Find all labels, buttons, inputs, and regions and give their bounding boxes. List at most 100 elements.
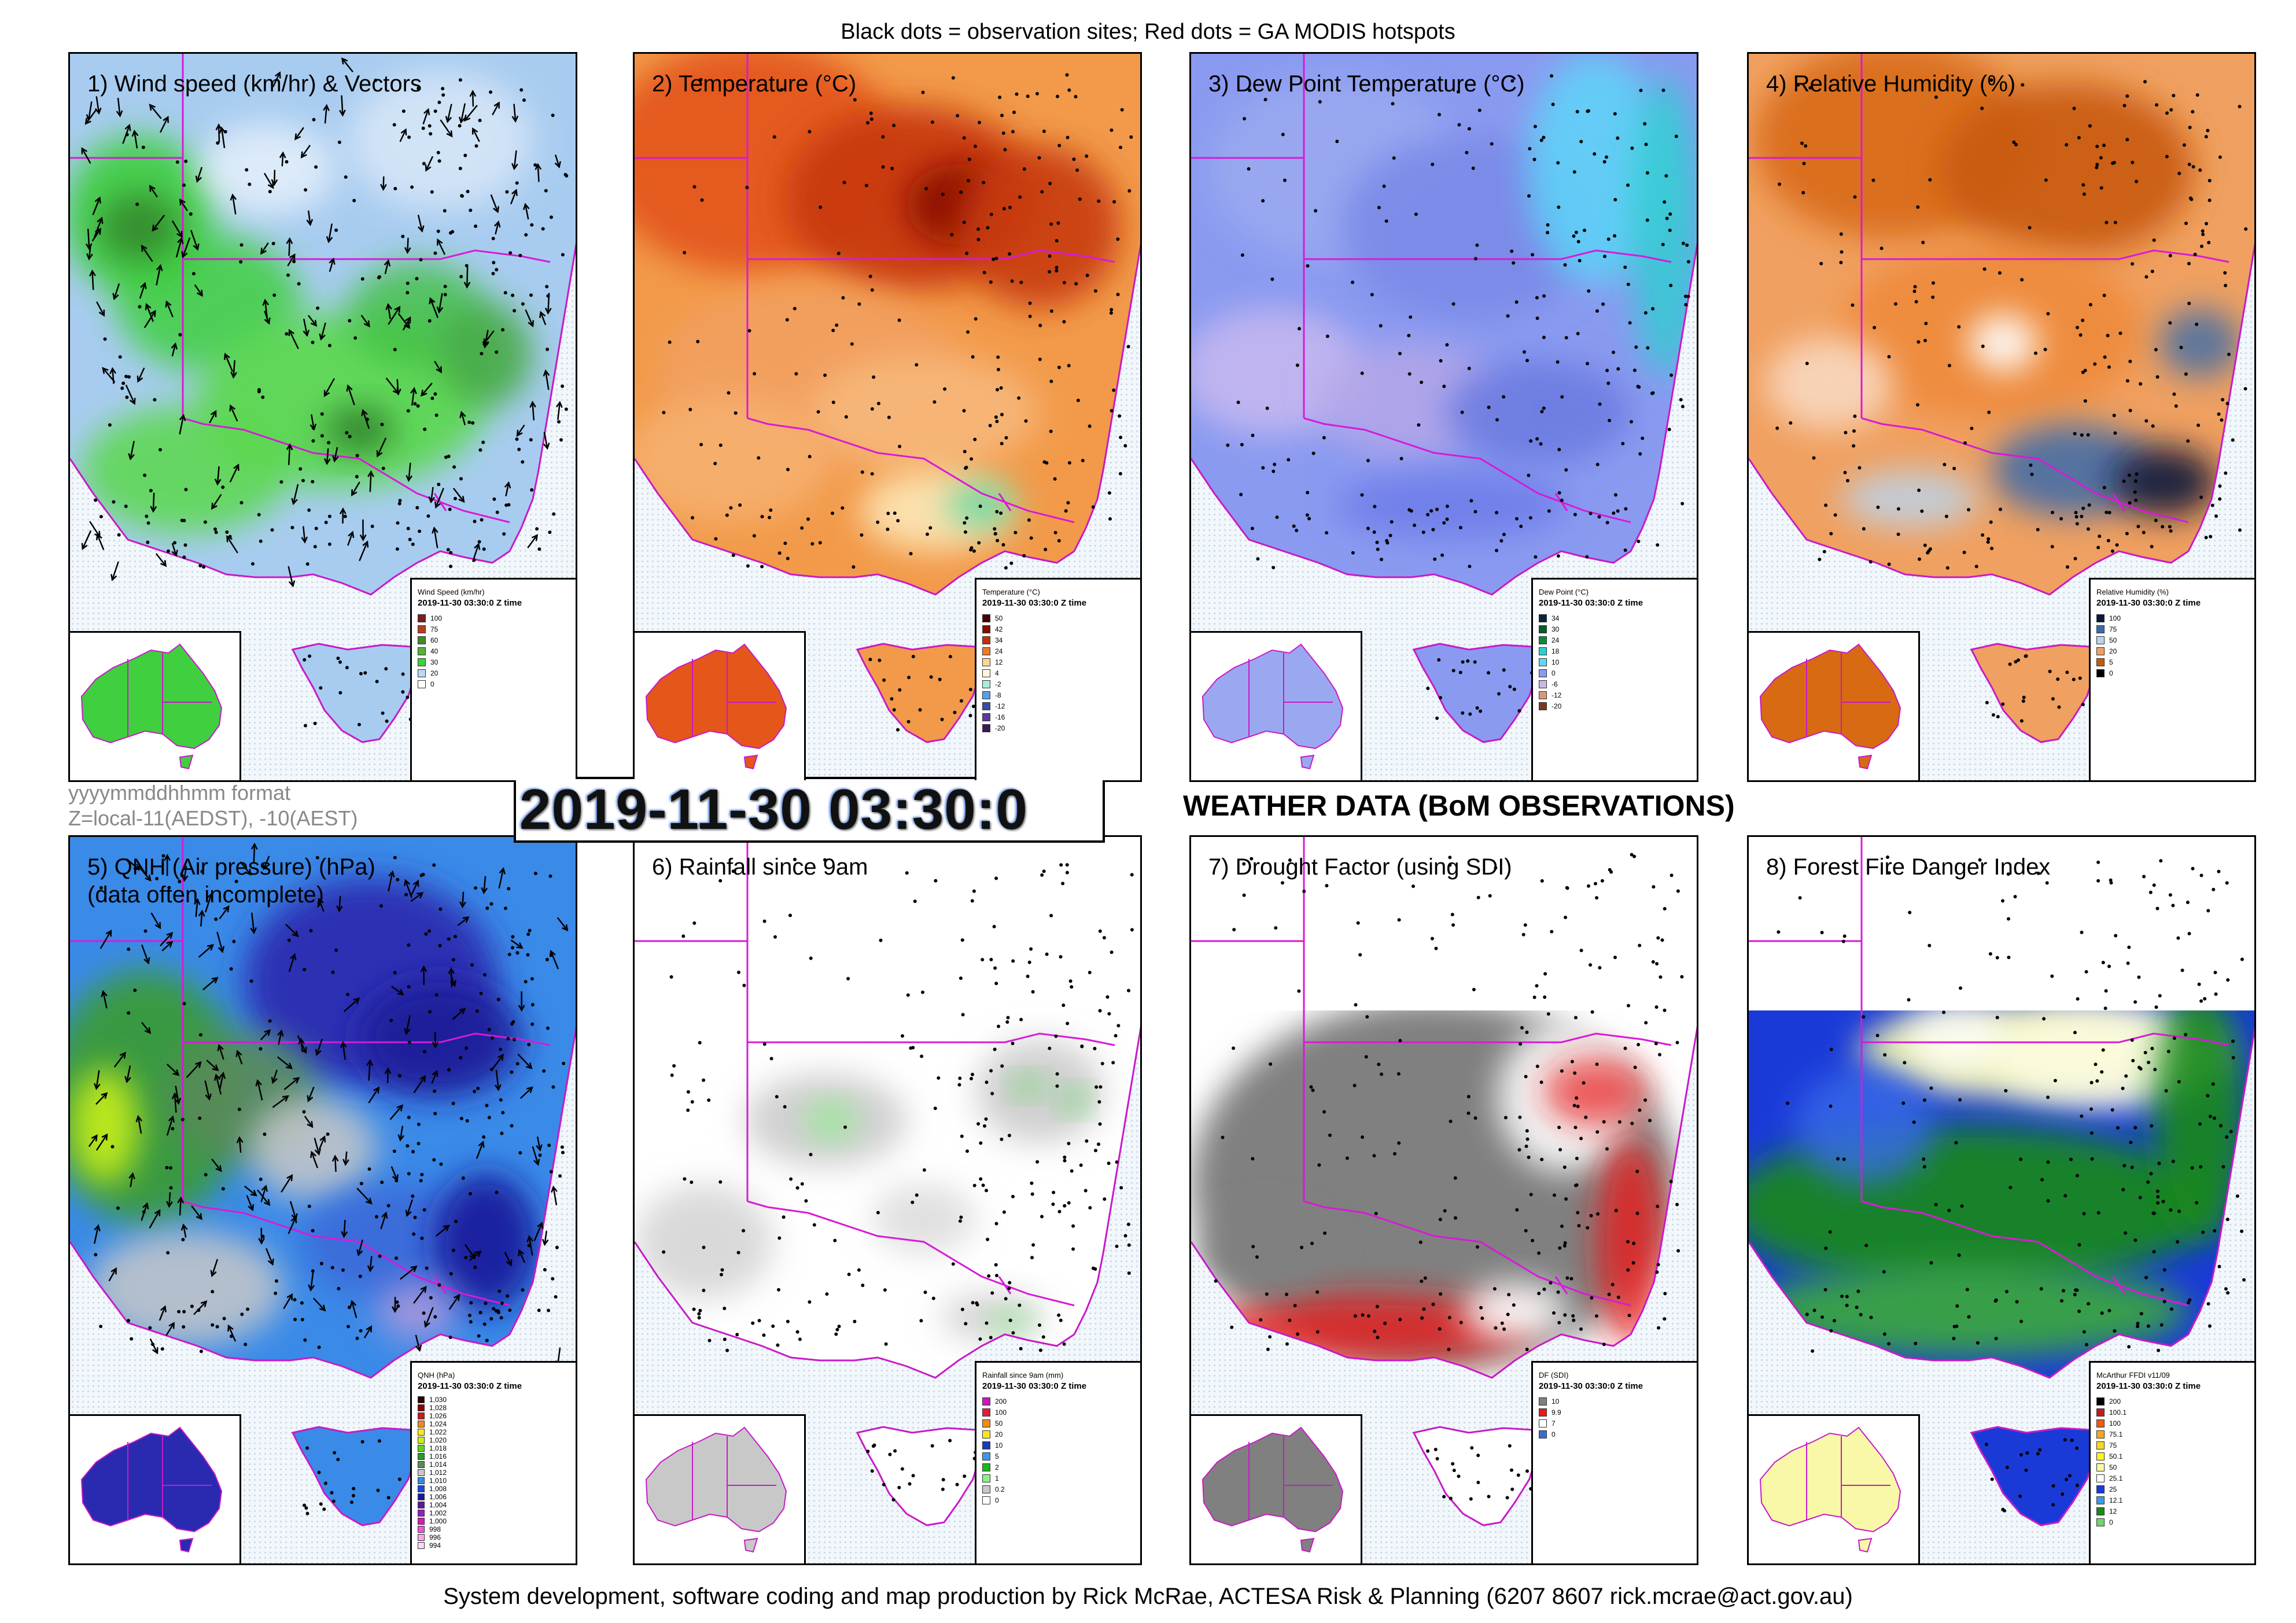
legend-swatch [982,1463,990,1471]
legend-value: 1,022 [429,1428,447,1436]
legend-value: 1,026 [429,1412,447,1420]
legend-swatch [418,1421,425,1427]
legend-entry: -12 [1539,689,1691,700]
legend-entry: 0 [2096,1517,2249,1528]
legend-value: 18 [1551,647,1560,655]
legend-entry: 200 [982,1396,1134,1407]
legend-value: 0 [1551,1430,1556,1438]
legend-entry: 994 [418,1541,570,1550]
legend-value: 20 [430,669,438,677]
legend-swatch [418,1493,425,1500]
legend-swatch [418,1437,425,1444]
legend-time: 2019-11-30 03:30:0 Z time [1539,598,1643,608]
legend-entry: -20 [982,722,1134,733]
legend-swatch [1539,1419,1547,1427]
legend-value: 10 [995,1441,1003,1449]
legend-title: Dew Point (°C) [1539,588,1589,596]
legend-swatch [982,658,990,666]
legend-value: 0.2 [995,1485,1005,1493]
legend-entry: 60 [418,635,570,645]
legend-entry: 1 [982,1473,1134,1484]
legend-value: -20 [995,724,1005,732]
legend-value: 998 [429,1525,441,1533]
legend-swatch [418,1510,425,1517]
legend-value: 75 [2109,1441,2117,1449]
legend-title: Rainfall since 9am (mm) [982,1371,1064,1379]
map-panel-temperature: 2) Temperature (°C) Temperature (°C) 2019-… [633,52,1142,782]
legend-entry: 10 [982,1440,1134,1451]
legend-title: QNH (hPa) [418,1371,455,1379]
legend-swatch [982,636,990,644]
legend-swatch [418,647,426,655]
legend-entry: 1,030 [418,1396,570,1404]
legend-entry: -2 [982,678,1134,689]
legend-entry: 30 [1539,624,1691,635]
legend-time: 2019-11-30 03:30:0 Z time [1539,1381,1643,1391]
legend-entry: -8 [982,689,1134,700]
legend-entry: 7 [1539,1418,1691,1429]
legend-value: 9.9 [1551,1408,1561,1417]
panel-title: 3) Dew Point Temperature (°C) [1208,70,1525,98]
legend-swatch [1539,1408,1547,1417]
legend-entry: 1,006 [418,1493,570,1501]
legend-entry: 34 [1539,613,1691,624]
legend-swatch [2096,1397,2105,1406]
legend-swatch [2096,1496,2105,1504]
legend-value: 10 [1551,1397,1560,1406]
legend-entry: 100 [2096,1418,2249,1429]
legend-entry: -12 [982,700,1134,711]
inset-map-australia [1749,631,1920,780]
legend-value: 1,030 [429,1396,447,1404]
panel-title-line1: 2) Temperature (°C) [652,71,857,97]
legend-value: 75.1 [2109,1430,2123,1438]
legend: Rainfall since 9am (mm) 2019-11-30 03:30:… [975,1361,1140,1563]
legend: DF (SDI) 2019-11-30 03:30:0 Z time 10 9.9 7 0 [1531,1361,1697,1563]
legend-swatch [2096,1419,2105,1427]
legend-value: 1 [995,1474,999,1482]
legend-value: 4 [995,669,999,677]
legend-swatch [2096,647,2105,655]
legend-swatch [2096,1463,2105,1471]
legend-swatch [1539,1397,1547,1406]
legend-value: 75 [2109,625,2117,633]
legend-entry: 1,016 [418,1452,570,1460]
legend-value: -8 [995,691,1001,699]
legend-entry: 0 [1539,1429,1691,1440]
panel-title-line1: 1) Wind speed (km/hr) & Vectors [87,71,422,97]
legend-value: 100 [430,614,443,622]
legend-value: 0 [995,1496,999,1504]
panel-title: 2) Temperature (°C) [652,70,856,98]
legend-swatch [418,1453,425,1460]
legend-entry: 75 [2096,624,2249,635]
map-panel-wind: 1) Wind speed (km/hr) & Vectors Wind Spee… [68,52,577,782]
legend-swatch [982,1485,990,1493]
legend-entry: 42 [982,624,1134,635]
legend-value: -12 [1551,691,1562,699]
inset-map-australia [70,631,241,780]
legend-swatch [2096,658,2105,666]
field-map-drought [1191,837,1697,1526]
legend-entry: 1,022 [418,1428,570,1436]
panel-title-line1: 6) Rainfall since 9am [652,854,868,880]
legend-value: 12 [2109,1507,2117,1515]
legend-swatch [1539,1430,1547,1438]
legend-swatch [1539,625,1547,633]
legend-swatch [1539,636,1547,644]
legend-value: 24 [995,647,1003,655]
panel-title-line2: (data often incomplete) [87,882,325,908]
legend-swatch [418,1396,425,1403]
legend-entry: 24 [982,645,1134,656]
legend-value: 50 [995,614,1003,622]
legend: McArthur FFDI v11/09 2019-11-30 03:30:0 Z… [2089,1361,2254,1563]
legend-entry: 1,008 [418,1485,570,1493]
inset-map-australia [635,1414,806,1563]
legend-entry: 9.9 [1539,1407,1691,1418]
inset-map-australia [70,1414,241,1563]
legend-entry: 34 [982,635,1134,645]
legend-entry: 20 [418,667,570,678]
legend-entry: 1,018 [418,1444,570,1452]
legend-value: 34 [995,636,1003,644]
panel-title: 5) QNH (Air pressure) (hPa) (data often i… [87,853,375,909]
legend-title: Wind Speed (km/hr) [418,588,485,596]
panel-title: 4) Relative Humidity (%) [1766,70,2015,98]
